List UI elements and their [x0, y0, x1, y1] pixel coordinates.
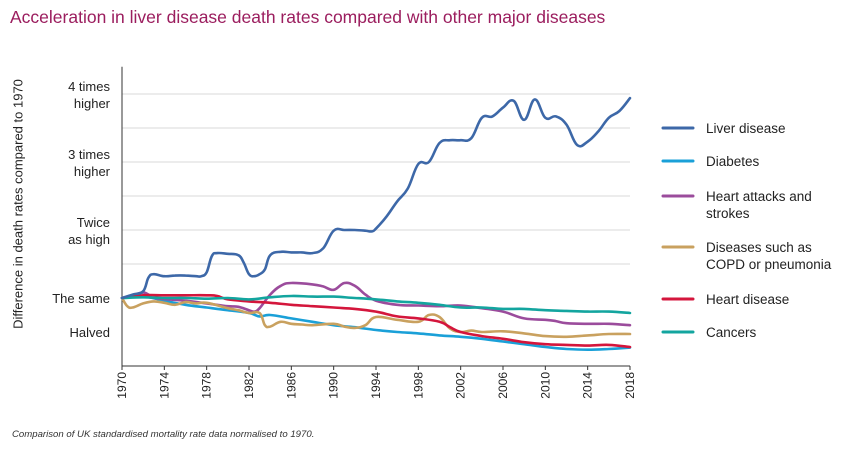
x-tick-label: 1994	[369, 372, 383, 399]
x-tick-label: 2010	[538, 372, 552, 399]
x-tick-label: 1998	[411, 372, 425, 399]
x-tick-label: 1990	[327, 372, 341, 399]
legend-label-heart-attacks-and-strokes: Heart attacks and strokes	[706, 189, 812, 221]
gridlines	[122, 93, 630, 265]
legend-label-cancers: Cancers	[706, 325, 757, 340]
series-line-diseases-such-as-copd-or-pneumonia	[120, 296, 632, 339]
series-line-liver-disease	[120, 96, 632, 300]
y-tick-label: Twice as high	[68, 215, 110, 247]
x-tick-label: 2006	[496, 372, 510, 399]
legend: Liver disease Diabetes Heart attacks and st…	[661, 121, 832, 340]
footnote: Comparison of UK standardised mortality …	[12, 429, 315, 440]
x-tick-label: 1974	[157, 372, 171, 399]
legend-label-liver-disease: Liver disease	[706, 121, 786, 136]
series-line-heart-disease	[120, 293, 632, 349]
x-tick-labels: 1970 1974 1978 1982 1986 1990 1994 1998 2002 2006…	[115, 366, 637, 399]
x-tick-label: 1970	[115, 372, 129, 399]
legend-label-diabetes: Diabetes	[706, 154, 760, 169]
y-tick-label: 4 times higher	[68, 79, 111, 111]
series-line-cancers	[120, 294, 632, 315]
x-tick-label: 1978	[200, 372, 214, 399]
series-line-diabetes	[120, 295, 632, 351]
x-tick-label: 2002	[454, 372, 468, 399]
y-tick-labels: Halved The same Twice as high 3 times higher 4…	[52, 79, 110, 340]
legend-label-diseases-such-as-copd-or-pneumonia: Diseases such as COPD or pneumonia	[706, 240, 832, 272]
chart-title: Acceleration in liver disease death rate…	[10, 7, 606, 27]
x-tick-label: 2014	[581, 372, 595, 399]
y-tick-label: 3 times higher	[68, 147, 111, 179]
x-tick-label: 1982	[242, 372, 256, 399]
x-tick-label: 1986	[284, 372, 298, 399]
x-tick-label: 2018	[623, 372, 637, 399]
y-tick-label: The same	[52, 291, 110, 306]
series-lines	[120, 96, 632, 351]
y-tick-label: Halved	[70, 325, 110, 340]
legend-label-heart-disease: Heart disease	[706, 292, 789, 307]
